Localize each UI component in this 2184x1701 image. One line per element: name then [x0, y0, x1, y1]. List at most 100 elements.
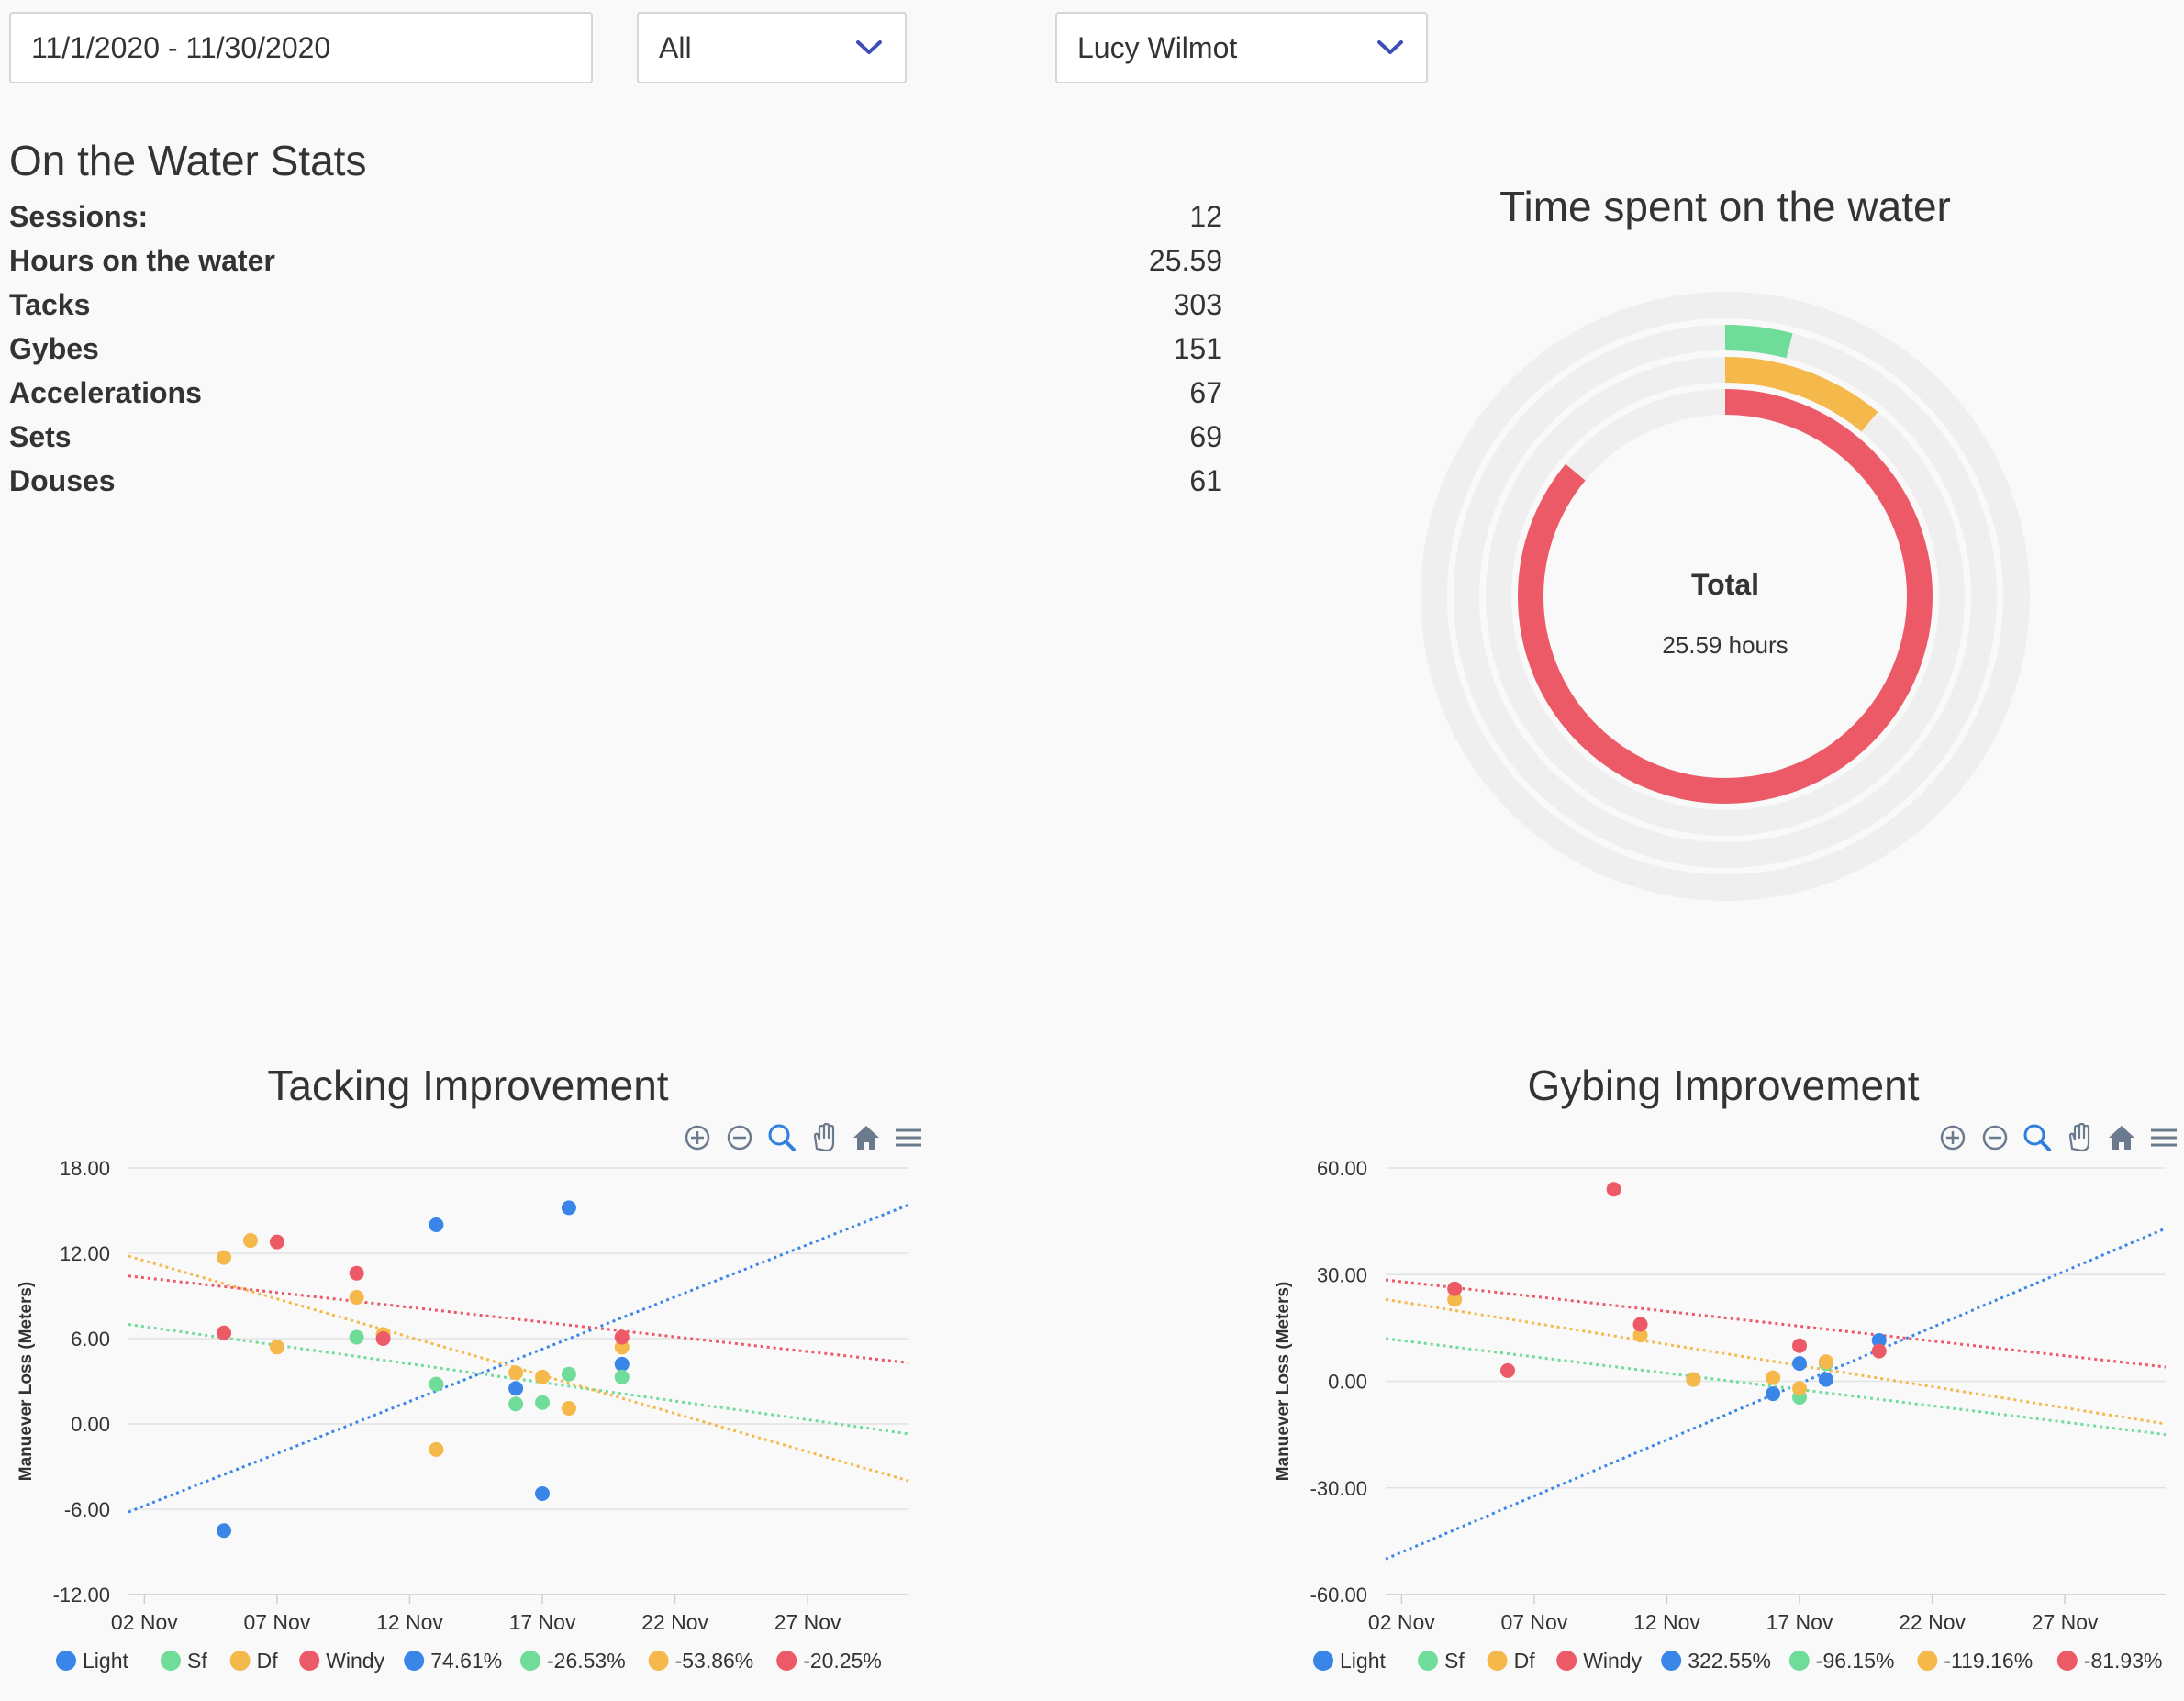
data-point-light[interactable]: [1766, 1386, 1781, 1402]
data-point-light[interactable]: [561, 1200, 576, 1216]
data-point-df[interactable]: [217, 1250, 232, 1265]
data-point-windy[interactable]: [269, 1234, 284, 1250]
legend-label[interactable]: Df: [257, 1649, 279, 1673]
data-point-sf[interactable]: [535, 1395, 551, 1410]
data-point-windy[interactable]: [1871, 1343, 1887, 1359]
x-tick-label: 17 Nov: [1766, 1610, 1833, 1634]
data-point-windy[interactable]: [1447, 1281, 1463, 1296]
weather-dropdown[interactable]: All: [637, 12, 907, 83]
legend-marker[interactable]: [1788, 1651, 1810, 1671]
menu-icon[interactable]: [892, 1121, 925, 1154]
donut-arc-sf[interactable]: [1454, 325, 1997, 868]
legend-marker[interactable]: [648, 1651, 669, 1671]
data-point-light[interactable]: [1871, 1332, 1887, 1348]
menu-icon[interactable]: [2147, 1121, 2180, 1154]
data-point-df[interactable]: [1818, 1354, 1833, 1370]
data-point-windy[interactable]: [1606, 1182, 1621, 1197]
legend-label[interactable]: Windy: [1583, 1649, 1642, 1673]
data-point-windy[interactable]: [1499, 1362, 1515, 1378]
legend-label[interactable]: Light: [83, 1649, 128, 1673]
legend-label[interactable]: Windy: [326, 1649, 384, 1673]
data-point-windy[interactable]: [375, 1331, 391, 1346]
legend-marker[interactable]: [161, 1651, 181, 1671]
data-point-df[interactable]: [1447, 1292, 1463, 1307]
legend-marker[interactable]: [1418, 1651, 1438, 1671]
data-point-windy[interactable]: [349, 1265, 364, 1281]
data-point-sf[interactable]: [349, 1329, 364, 1345]
data-point-light[interactable]: [508, 1381, 524, 1396]
data-point-df[interactable]: [1766, 1370, 1781, 1385]
stats-table: Sessions: 12 Hours on the water 25.59 Tacks 3…: [9, 195, 1222, 503]
home-icon[interactable]: [2105, 1121, 2138, 1154]
data-point-df[interactable]: [349, 1290, 364, 1306]
legend-label[interactable]: -119.16%: [1944, 1649, 2033, 1673]
data-point-windy[interactable]: [1792, 1338, 1808, 1353]
data-point-df[interactable]: [269, 1340, 284, 1355]
data-point-sf[interactable]: [561, 1366, 576, 1382]
zoom-out-icon[interactable]: [723, 1121, 756, 1154]
legend-marker[interactable]: [1487, 1651, 1508, 1671]
zoom-in-icon[interactable]: [1936, 1121, 1969, 1154]
legend-label[interactable]: Sf: [187, 1649, 207, 1673]
zoom-out-icon[interactable]: [1978, 1121, 2011, 1154]
legend-marker[interactable]: [299, 1651, 320, 1671]
magnifier-icon[interactable]: [765, 1121, 798, 1154]
data-point-df[interactable]: [1686, 1372, 1701, 1387]
time-on-water-donut-chart: Total 25.59 hours: [1421, 292, 2030, 901]
stat-label: Tacks: [9, 287, 91, 321]
legend-marker[interactable]: [776, 1651, 797, 1671]
magnifier-icon[interactable]: [2021, 1121, 2054, 1154]
legend-label[interactable]: Light: [1340, 1649, 1386, 1673]
data-point-df[interactable]: [561, 1400, 576, 1416]
donut-arc-windy[interactable]: [1518, 389, 1933, 804]
data-point-df[interactable]: [1632, 1328, 1648, 1343]
legend-label[interactable]: Sf: [1444, 1649, 1465, 1673]
legend-marker[interactable]: [2056, 1651, 2078, 1671]
data-point-df[interactable]: [429, 1441, 444, 1457]
data-point-windy[interactable]: [217, 1325, 232, 1340]
legend-label[interactable]: -81.93%: [2084, 1649, 2163, 1673]
data-point-light[interactable]: [217, 1523, 232, 1539]
date-range-input[interactable]: 11/1/2020 - 11/30/2020: [9, 12, 593, 83]
donut-arc-df[interactable]: [1486, 357, 1965, 836]
stat-value: 151: [1173, 331, 1222, 365]
data-point-light[interactable]: [429, 1217, 444, 1232]
legend-marker[interactable]: [56, 1651, 76, 1671]
athlete-dropdown[interactable]: Lucy Wilmot: [1055, 12, 1428, 83]
data-point-light[interactable]: [1792, 1356, 1808, 1372]
pan-hand-icon[interactable]: [2063, 1121, 2096, 1154]
data-point-light[interactable]: [1818, 1372, 1833, 1387]
legend-marker[interactable]: [1917, 1651, 1938, 1671]
tacking-chart-toolbar: [681, 1121, 925, 1154]
data-point-light[interactable]: [614, 1356, 630, 1372]
data-point-df[interactable]: [508, 1365, 524, 1381]
legend-marker[interactable]: [1313, 1651, 1333, 1671]
data-point-df[interactable]: [1792, 1381, 1808, 1396]
legend-marker[interactable]: [1556, 1651, 1577, 1671]
zoom-in-icon[interactable]: [681, 1121, 714, 1154]
legend-marker[interactable]: [520, 1651, 540, 1671]
y-tick-label: 6.00: [71, 1328, 110, 1351]
data-point-sf[interactable]: [614, 1369, 630, 1384]
legend-label[interactable]: 74.61%: [430, 1649, 502, 1673]
data-point-windy[interactable]: [1632, 1317, 1648, 1332]
data-point-windy[interactable]: [614, 1329, 630, 1345]
data-point-df[interactable]: [242, 1233, 258, 1249]
data-point-df[interactable]: [535, 1369, 551, 1384]
legend-label[interactable]: -26.53%: [547, 1649, 626, 1673]
legend-label[interactable]: -53.86%: [675, 1649, 754, 1673]
home-icon[interactable]: [850, 1121, 883, 1154]
legend-label[interactable]: -96.15%: [1816, 1649, 1895, 1673]
legend-label[interactable]: Df: [1514, 1649, 1536, 1673]
data-point-sf[interactable]: [508, 1396, 524, 1412]
data-point-sf[interactable]: [429, 1376, 444, 1392]
legend-label[interactable]: -20.25%: [803, 1649, 882, 1673]
donut-track: [1421, 293, 2029, 900]
data-point-light[interactable]: [535, 1485, 551, 1501]
legend-marker[interactable]: [404, 1651, 425, 1671]
legend-marker[interactable]: [1661, 1651, 1682, 1671]
legend-label[interactable]: 322.55%: [1688, 1649, 1771, 1673]
pan-hand-icon[interactable]: [808, 1121, 841, 1154]
legend-marker[interactable]: [229, 1651, 251, 1671]
